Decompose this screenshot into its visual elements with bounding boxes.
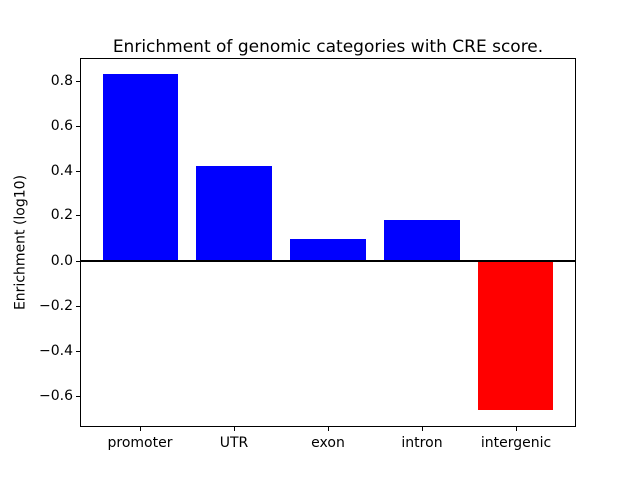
- y-tick-mark: [76, 171, 80, 172]
- x-tick-mark: [328, 427, 329, 431]
- y-tick-label: 0.8: [50, 73, 73, 89]
- zero-line: [80, 260, 576, 262]
- y-tick-mark: [76, 215, 80, 216]
- chart-title: Enrichment of genomic categories with CR…: [112, 37, 544, 57]
- bar-promoter: [102, 74, 178, 261]
- y-tick-mark: [76, 126, 80, 127]
- y-tick-label: −0.6: [39, 388, 73, 404]
- y-tick-mark: [76, 396, 80, 397]
- y-tick-mark: [76, 81, 80, 82]
- x-tick-label-intron: intron: [401, 435, 443, 451]
- bar-intergenic: [478, 260, 554, 411]
- bar-UTR: [196, 166, 272, 261]
- x-tick-mark: [422, 427, 423, 431]
- bar-exon: [290, 239, 366, 261]
- y-axis-label: Enrichment (log10): [12, 174, 29, 311]
- bar-intron: [384, 219, 460, 261]
- x-tick-label-UTR: UTR: [219, 435, 249, 451]
- y-tick-label: 0.4: [50, 163, 73, 179]
- y-tick-label: −0.2: [39, 298, 73, 314]
- y-tick-label: 0.0: [50, 253, 73, 269]
- y-tick-mark: [76, 261, 80, 262]
- x-tick-mark: [234, 427, 235, 431]
- x-tick-label-exon: exon: [311, 435, 345, 451]
- x-tick-mark: [140, 427, 141, 431]
- y-tick-mark: [76, 351, 80, 352]
- x-tick-label-intergenic: intergenic: [480, 435, 552, 451]
- y-tick-mark: [76, 306, 80, 307]
- x-tick-mark: [516, 427, 517, 431]
- y-tick-label: 0.2: [50, 207, 73, 223]
- y-tick-label: 0.6: [50, 118, 73, 134]
- y-tick-label: −0.4: [39, 343, 73, 359]
- x-tick-label-promoter: promoter: [107, 435, 173, 451]
